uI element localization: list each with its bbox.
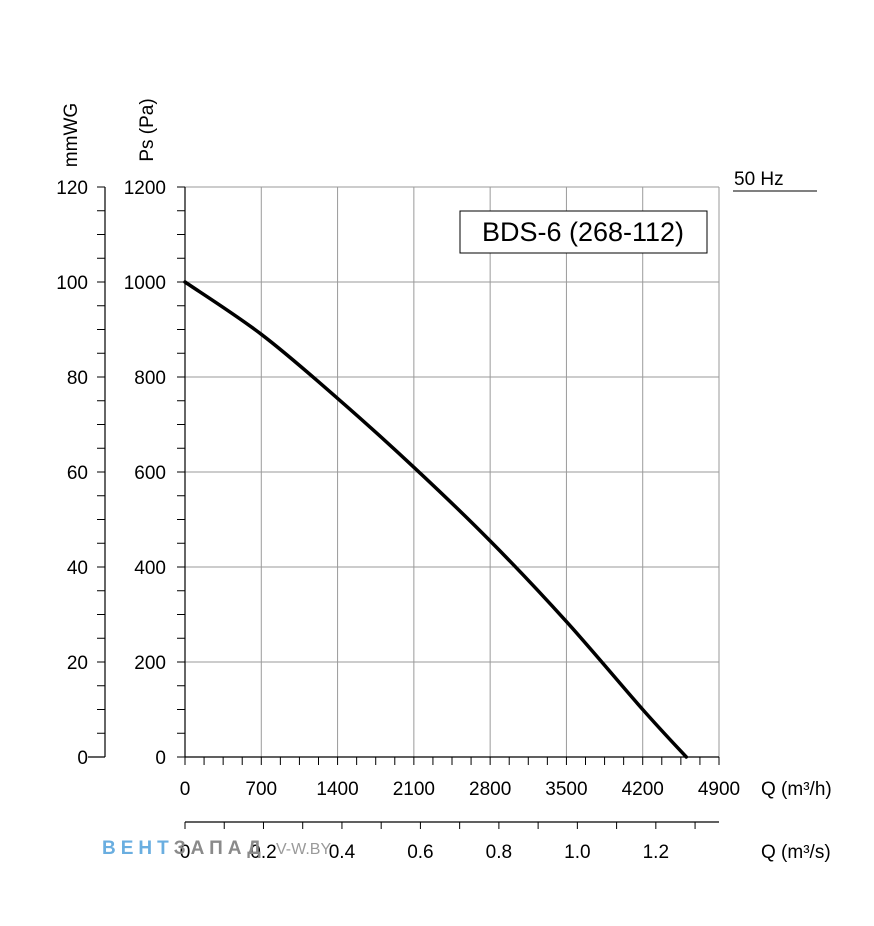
y-left-axis-title: mmWG <box>61 103 82 167</box>
x-tick-label: 4200 <box>622 779 664 800</box>
y-tick-label: 800 <box>134 368 166 389</box>
x2-tick-label: 0 <box>180 842 191 863</box>
y-left-tick-label: 80 <box>67 368 88 389</box>
frequency-label: 50 Hz <box>734 169 784 190</box>
x2-tick-label: 1.0 <box>564 842 590 863</box>
series-point <box>412 466 415 469</box>
y-left-tick-label: 120 <box>56 178 88 199</box>
watermark-part2: ЗАПАД <box>173 838 266 859</box>
y-left-tick-label: 0 <box>77 748 88 769</box>
watermark: ВЕНТЗАПАД V-W.BY <box>102 838 331 860</box>
x2-tick-label: 0.6 <box>407 842 433 863</box>
x-tick-label: 2100 <box>393 779 435 800</box>
y-tick-label: 600 <box>134 463 166 484</box>
chart-title: BDS-6 (268-112) <box>482 217 684 247</box>
y-left-tick-label: 100 <box>56 273 88 294</box>
series-point <box>260 333 263 336</box>
x-axis-title: Q (m³/h) <box>761 779 832 800</box>
grid <box>184 186 720 758</box>
x-tick-label: 1400 <box>316 779 358 800</box>
x-tick-label: 4900 <box>698 779 740 800</box>
y-tick-label: 200 <box>134 653 166 674</box>
y-left-tick-label: 20 <box>67 653 88 674</box>
title-box <box>459 210 708 254</box>
series-point <box>685 756 688 759</box>
y-tick-label: 1000 <box>124 273 166 294</box>
series-points <box>184 281 688 759</box>
x2-tick-label: 0.2 <box>250 842 276 863</box>
x2-axis-title: Q (m³/s) <box>761 842 831 863</box>
series-point <box>565 620 568 623</box>
y-tick-label: 1200 <box>124 178 166 199</box>
y-tick-label: 0 <box>155 748 166 769</box>
tick-labels: 0 700 1400 2100 2800 3500 4200 4900020040060080… <box>56 178 740 863</box>
series-point <box>641 708 644 711</box>
series-line <box>183 280 689 759</box>
x-tick-label: 700 <box>245 779 277 800</box>
series-point <box>184 281 187 284</box>
watermark-part3: V-W.BY <box>276 841 332 858</box>
y-left-tick-label: 40 <box>67 558 88 579</box>
watermark-part1: ВЕНТ <box>102 838 174 859</box>
x-tick-label: 0 <box>180 779 191 800</box>
x2-tick-label: 1.2 <box>643 842 669 863</box>
x-tick-label: 2800 <box>469 779 511 800</box>
x2-tick-label: 0.8 <box>486 842 512 863</box>
y-axis-title: Ps (Pa) <box>137 98 158 161</box>
y-left-tick-label: 60 <box>67 463 88 484</box>
series-point <box>336 397 339 400</box>
y-tick-label: 400 <box>134 558 166 579</box>
series-point <box>489 539 492 542</box>
ticks <box>97 186 720 829</box>
x-tick-label: 3500 <box>545 779 587 800</box>
x2-tick-label: 0.4 <box>329 842 356 863</box>
